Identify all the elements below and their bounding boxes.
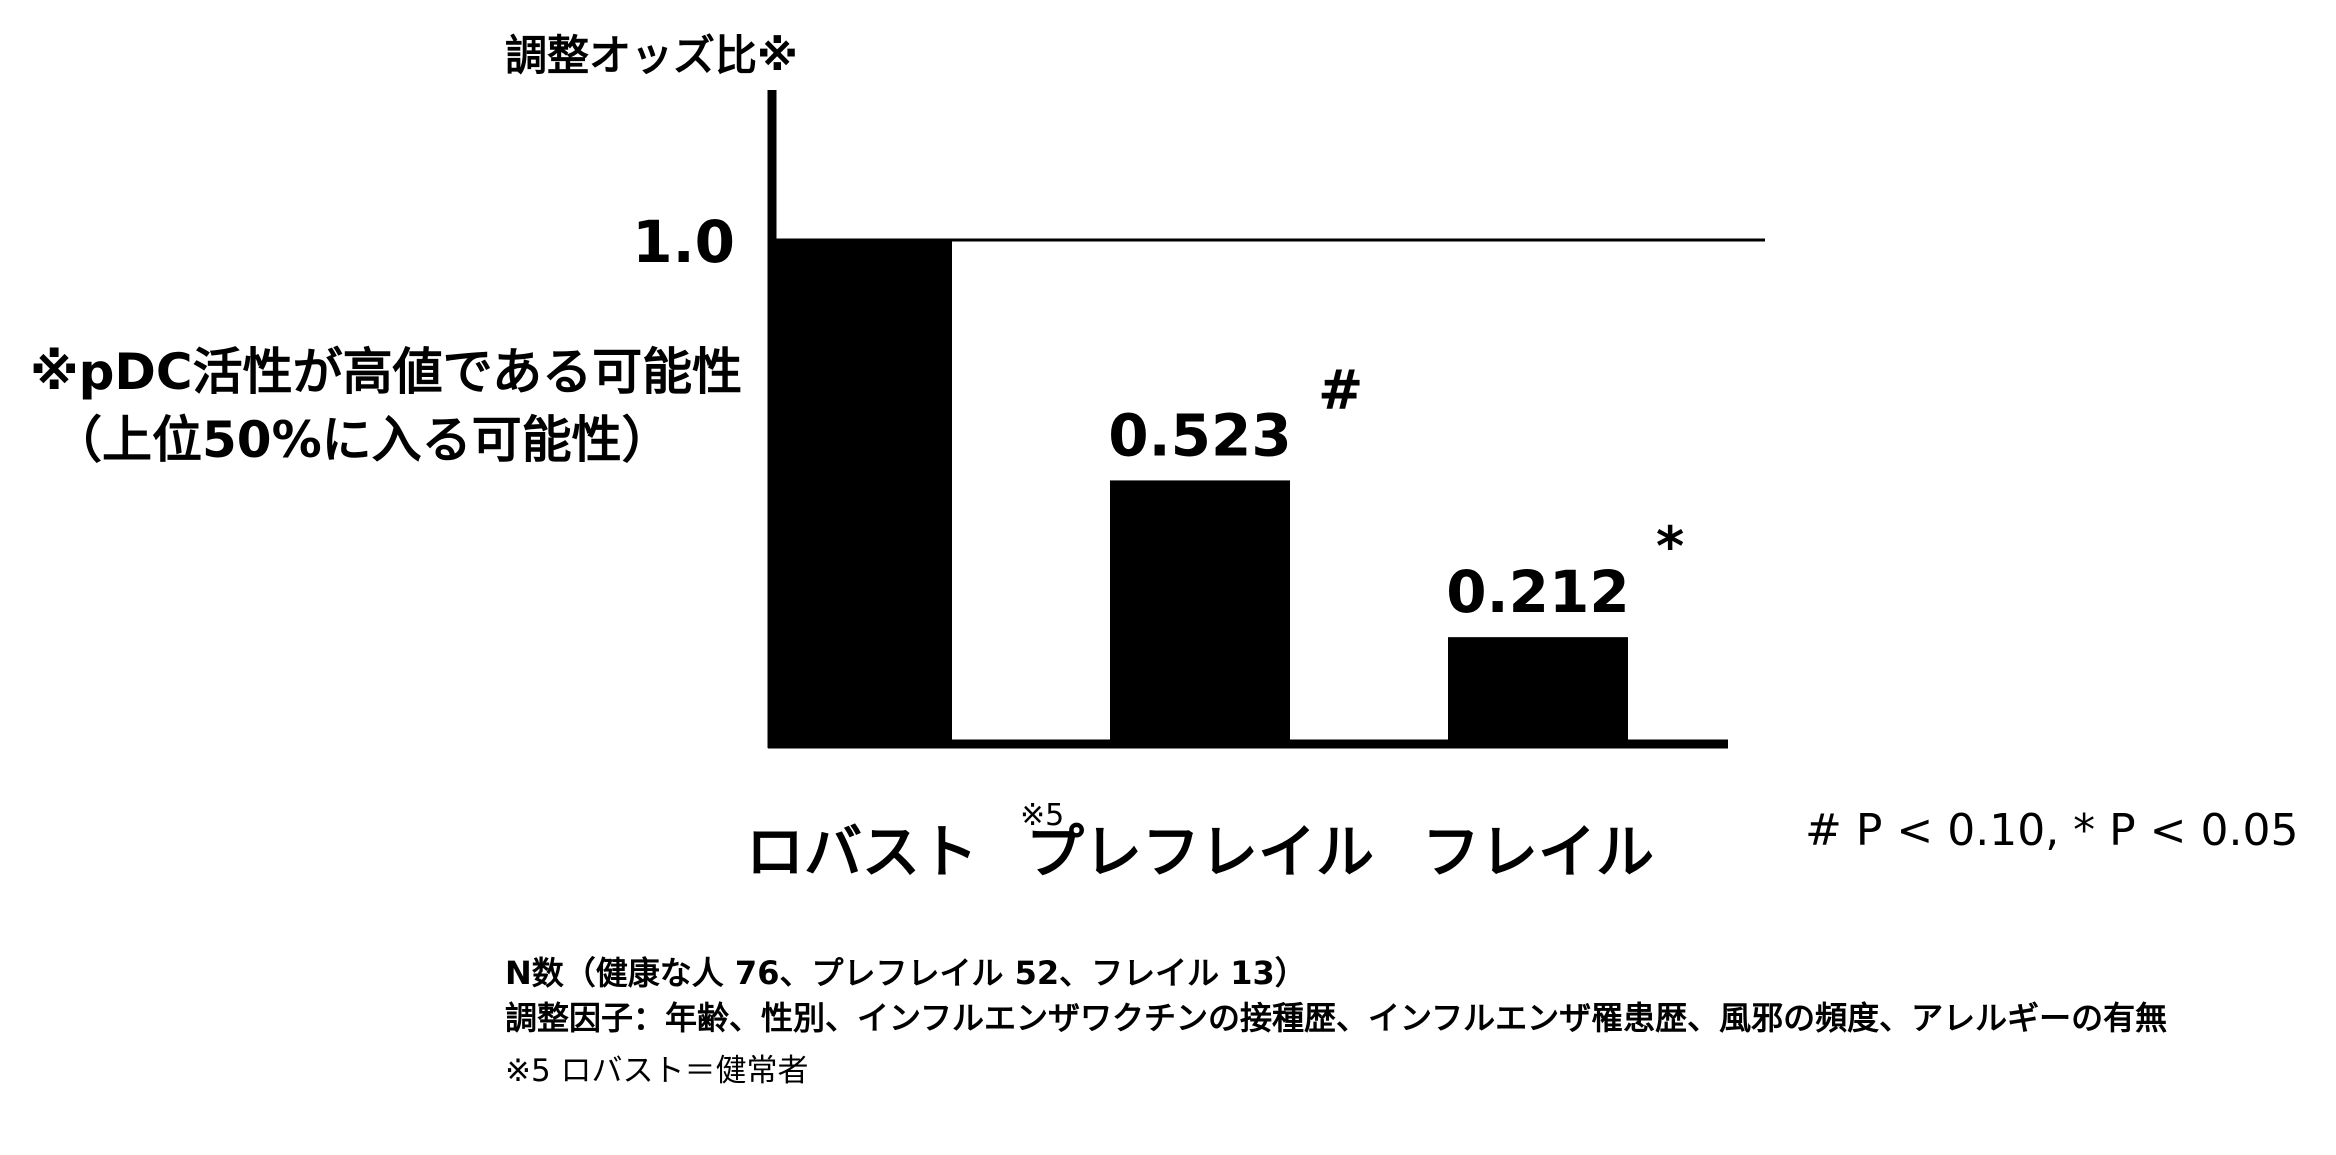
x-tick-label-1: ロバスト <box>746 818 978 886</box>
y-axis-label: 調整オッズ比※ <box>505 22 798 83</box>
y-axis-note-line2: （上位50%に入る可能性） <box>52 400 672 472</box>
x-tick-label-2: プレフレイル <box>1026 818 1374 886</box>
footer-sample-size: N数（健康な人 76、プレフレイル 52、フレイル 13） <box>505 948 1307 994</box>
data-label-3: 0.212 <box>1446 558 1629 626</box>
bar-1 <box>772 240 952 744</box>
data-label-2: 0.523 <box>1108 401 1291 469</box>
significance-mark-2: # <box>1318 358 1363 421</box>
y-axis-note-line1: ※pDC活性が高値である可能性 <box>30 332 742 404</box>
significance-mark-3: * <box>1656 515 1684 578</box>
bar-3 <box>1448 637 1628 744</box>
bar-2 <box>1110 480 1290 744</box>
footer-adjustment-factors: 調整因子：年齢、性別、インフルエンザワクチンの接種歴、インフルエンザ罹患歴、風邪… <box>505 993 2167 1039</box>
significance-legend: # P < 0.10, * P < 0.05 <box>1805 805 2299 856</box>
y-tick-label: 1.0 <box>632 208 735 276</box>
x-tick-label-3: フレイル <box>1422 818 1654 886</box>
footer-footnote: ※5 ロバスト＝健常者 <box>505 1045 809 1090</box>
